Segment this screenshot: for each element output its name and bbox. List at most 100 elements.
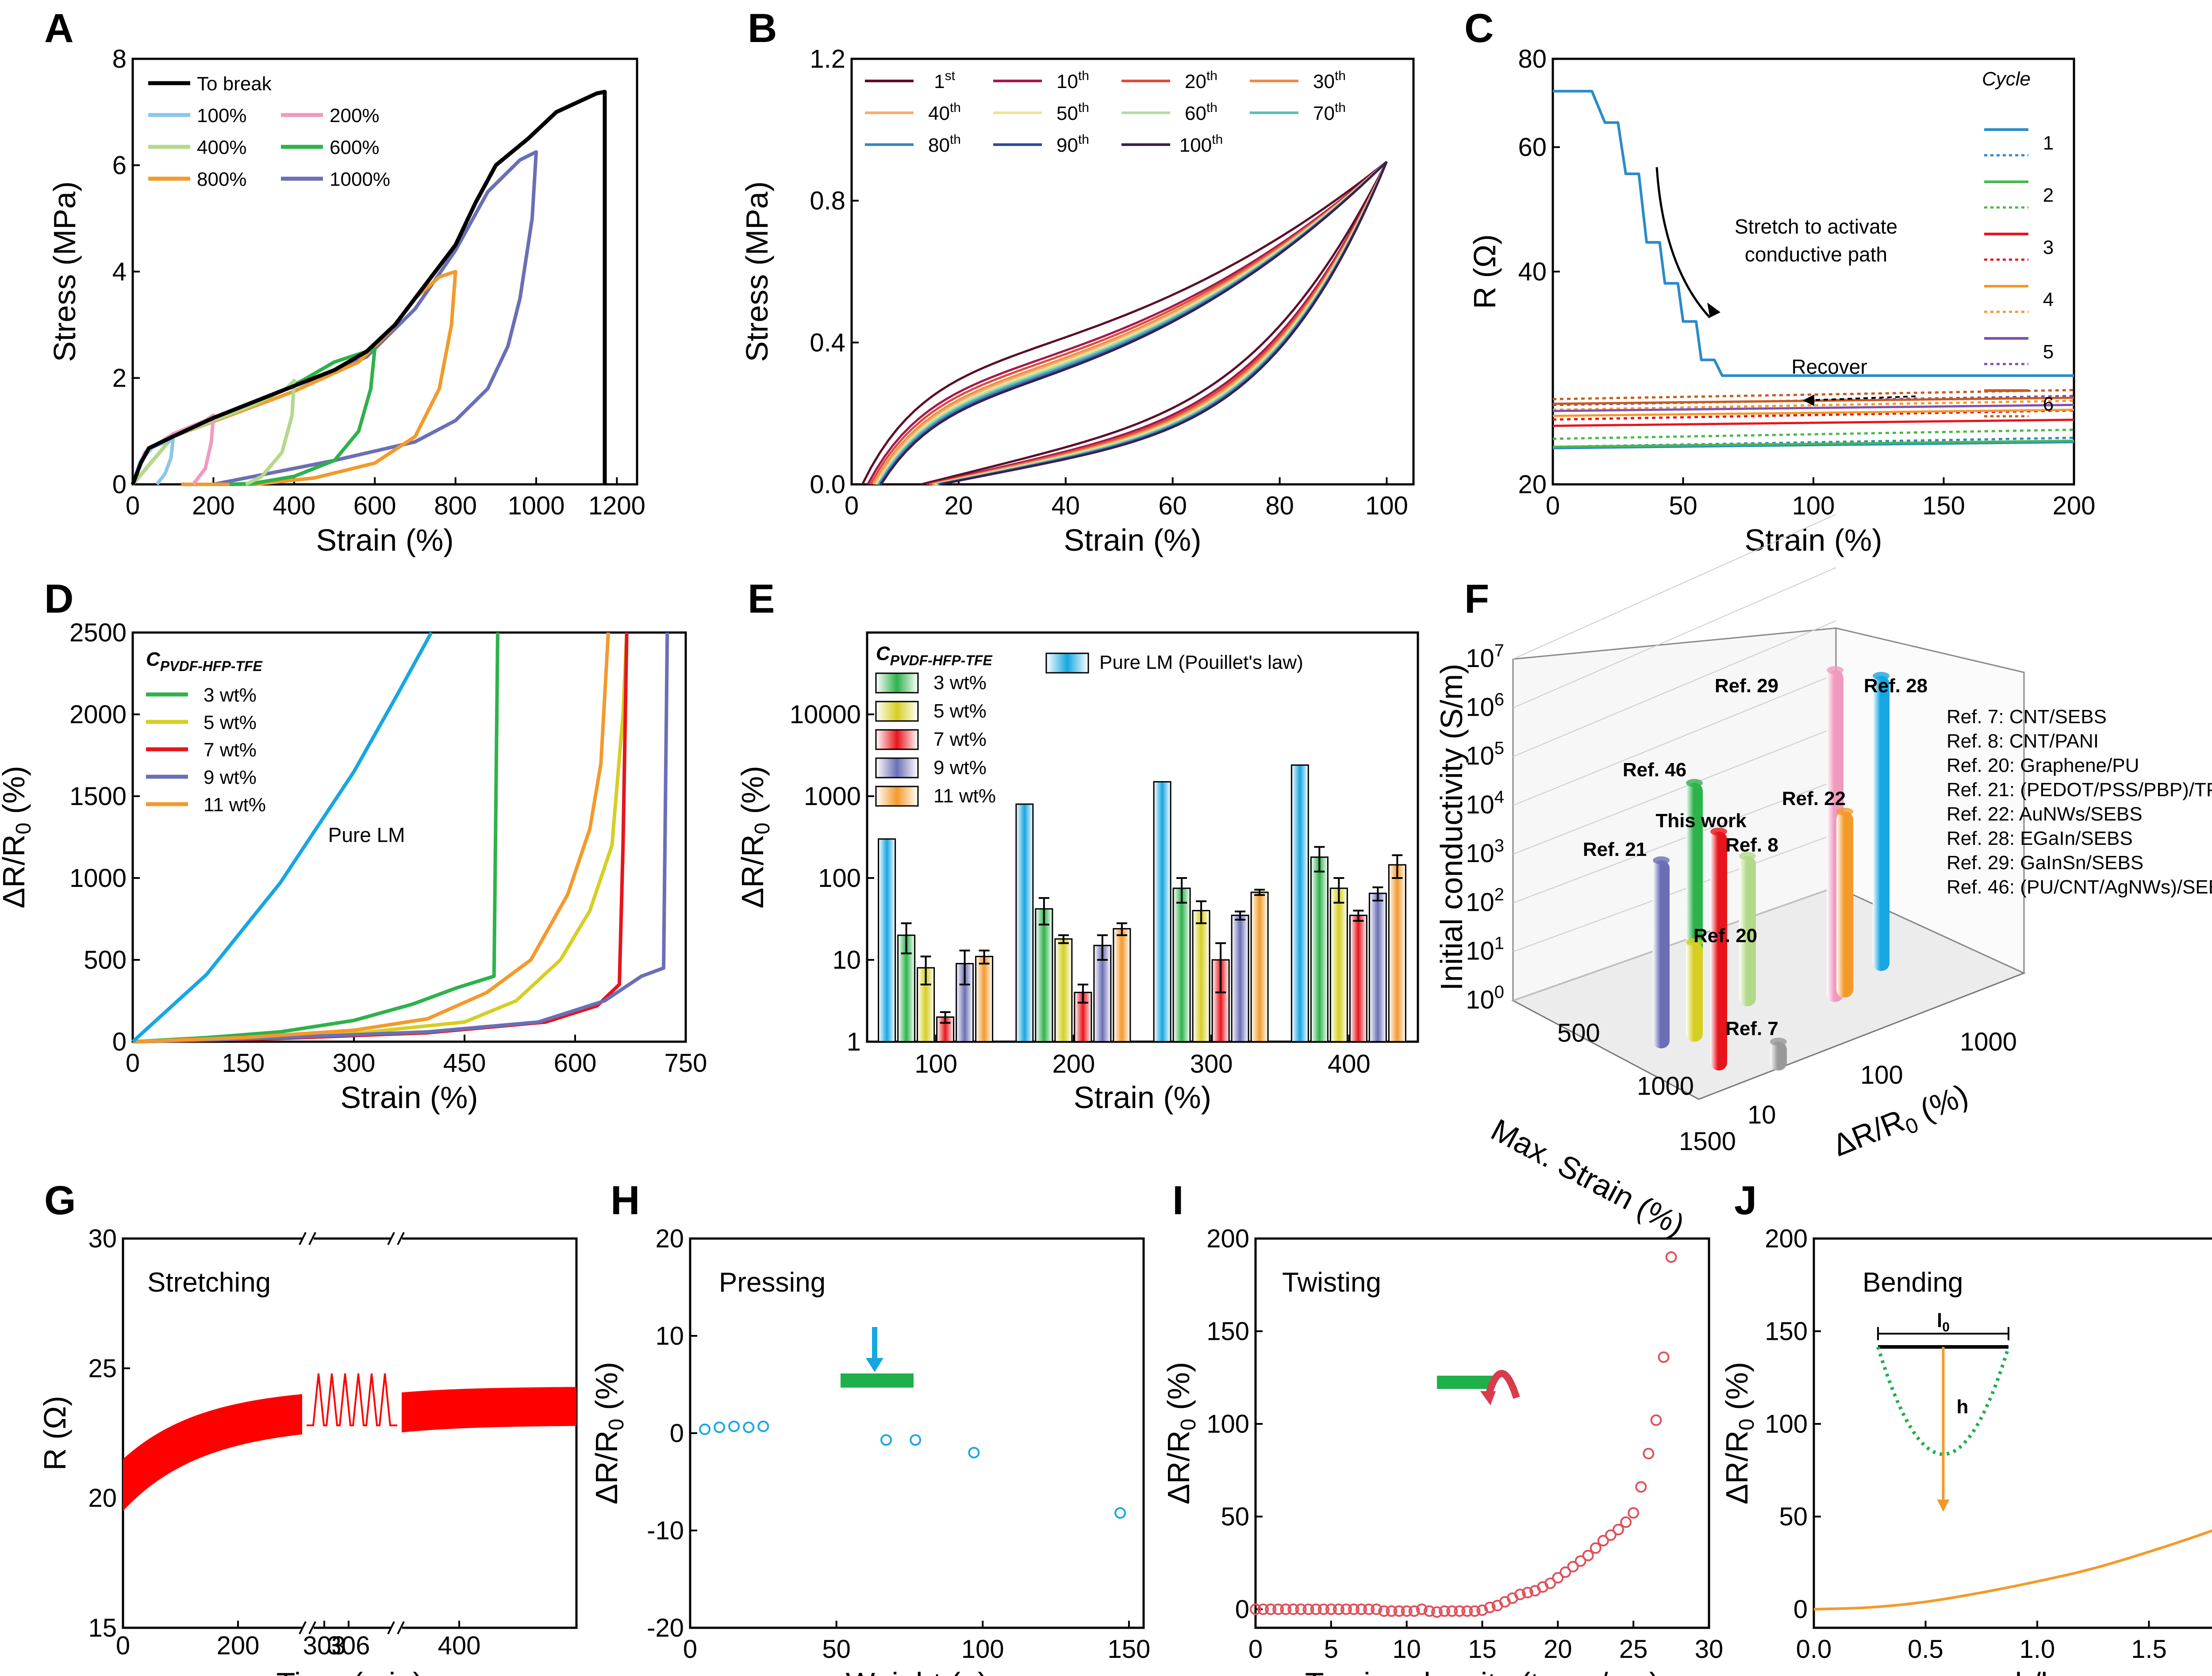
y-tick-label: 150 <box>1765 1317 1808 1346</box>
y-axis-label: ΔR/R0 (%) <box>1828 1078 1974 1167</box>
data-point <box>910 1434 922 1446</box>
x-tick-label: 600 <box>353 491 396 520</box>
legend-swatch <box>875 757 919 779</box>
series-line-load <box>869 161 1388 485</box>
x-axis-label: Strain (%) <box>1064 523 1201 557</box>
legend-label: To break <box>197 73 272 95</box>
bar-cylinder <box>1710 832 1727 1070</box>
series-line-To break <box>131 90 607 485</box>
x-tick-label: 0.5 <box>1908 1635 1943 1664</box>
data-point <box>1582 1549 1594 1561</box>
series-line-unload <box>921 161 1388 486</box>
x-tick-label: 300 <box>1190 1050 1233 1078</box>
y-tick-label: 40 <box>1518 257 1547 286</box>
data-point <box>1665 1251 1677 1263</box>
y-tick-label: 500 <box>84 946 127 974</box>
legend-label: 50th <box>1056 100 1089 124</box>
x-tick-label: 200 <box>2053 491 2096 520</box>
y-axis-label: ΔR/R0 (%) <box>0 766 35 908</box>
bar <box>1192 910 1210 1043</box>
data-point <box>1454 1605 1466 1617</box>
data-point <box>1280 1603 1292 1615</box>
data-point <box>1552 1572 1564 1584</box>
twist-arrow-icon <box>1484 1370 1520 1399</box>
y-tick-label: 10 <box>655 1322 684 1350</box>
x-tick-label: 600 <box>554 1049 597 1078</box>
data-point <box>1439 1605 1451 1617</box>
data-point <box>1325 1603 1337 1615</box>
y-tick-label: 1 <box>847 1028 861 1056</box>
x-tick-label: 1000 <box>1637 1072 1694 1101</box>
y-tick-label: 6 <box>112 151 127 180</box>
grid-line <box>1513 886 1836 1001</box>
data-point <box>1272 1603 1284 1615</box>
data-point <box>1371 1603 1382 1615</box>
y-tick-label: 10 <box>1747 1101 1776 1129</box>
bar-cap <box>1770 1038 1787 1046</box>
legend-label: 1 <box>2043 132 2054 154</box>
data-point <box>743 1421 755 1433</box>
legend-label: 30th <box>1313 69 1346 92</box>
zoom-spikes <box>307 1373 397 1427</box>
data-point <box>880 1434 892 1446</box>
bar-label: Ref. 29 <box>1715 675 1778 697</box>
data-point <box>1620 1516 1632 1528</box>
data-point <box>699 1423 711 1435</box>
twist-sample-icon <box>1437 1376 1494 1389</box>
bar-cylinder <box>1739 856 1756 1006</box>
series-line <box>1813 1529 2212 1611</box>
legend-label: 3 wt% <box>933 672 987 694</box>
grid-line <box>1513 620 1836 757</box>
bar-cap <box>1873 672 1889 680</box>
axis-break-mark <box>387 1232 395 1245</box>
legend-swatch <box>875 701 919 722</box>
x-tick-label: 300 <box>333 1049 376 1078</box>
data-point <box>1287 1603 1299 1615</box>
x-tick-label: 0 <box>116 1631 130 1660</box>
oscillation-band <box>123 1394 302 1511</box>
y-tick-label: 0 <box>670 1419 684 1448</box>
data-point <box>1393 1605 1405 1617</box>
plot-frame <box>850 58 1415 486</box>
series-line-Pure LM <box>131 632 433 1043</box>
x-tick-label: 30 <box>1695 1635 1724 1664</box>
data-point <box>1567 1561 1579 1572</box>
y-axis-label: ΔR/R0 (%) <box>1720 1362 1759 1504</box>
plot-frame <box>122 1237 578 1629</box>
panel-letter: E <box>748 576 775 621</box>
legend-label: 5 wt% <box>933 700 987 722</box>
y-axis-label: R (Ω) <box>1467 234 1502 309</box>
legend-label: 40th <box>928 100 961 124</box>
panel-letter: J <box>1734 1178 1757 1223</box>
legend-label: 400% <box>197 137 247 158</box>
bar <box>1231 914 1249 1043</box>
bar <box>975 955 994 1043</box>
x-tick-label: 40 <box>1052 491 1080 520</box>
legend-title: Cycle <box>1982 68 2031 90</box>
bar-cap <box>1686 938 1703 946</box>
data-point <box>1386 1605 1398 1617</box>
legend-label: 70th <box>1313 100 1346 124</box>
panel-letter: G <box>44 1178 76 1223</box>
legend-label: 11 wt% <box>204 794 266 816</box>
bar-label: Ref. 22 <box>1782 788 1846 809</box>
bar <box>1035 908 1053 1043</box>
x-axis-label: h/l0 <box>2015 1666 2060 1676</box>
x-tick-label: 450 <box>443 1049 486 1078</box>
data-point <box>1431 1606 1443 1618</box>
bar-label: Ref. 7 <box>1725 1018 1778 1039</box>
bar-cap <box>1739 852 1756 860</box>
x-tick-label: 20 <box>1544 1635 1572 1664</box>
y-tick-label: 0 <box>112 1028 127 1056</box>
x-tick-label: 100 <box>961 1635 1004 1664</box>
y-tick-label: 50 <box>1221 1503 1249 1531</box>
annotation: Recover <box>1791 355 1867 378</box>
y-tick-label: 0 <box>1235 1595 1249 1624</box>
x-tick-label: 500 <box>1557 1019 1600 1047</box>
bar <box>1349 914 1367 1043</box>
reference-item: Ref. 28: EGaIn/SEBS <box>1947 828 2133 849</box>
stretch-arrowhead <box>1707 303 1720 318</box>
stretch-arrow <box>1655 167 1711 318</box>
data-point <box>1317 1603 1329 1615</box>
